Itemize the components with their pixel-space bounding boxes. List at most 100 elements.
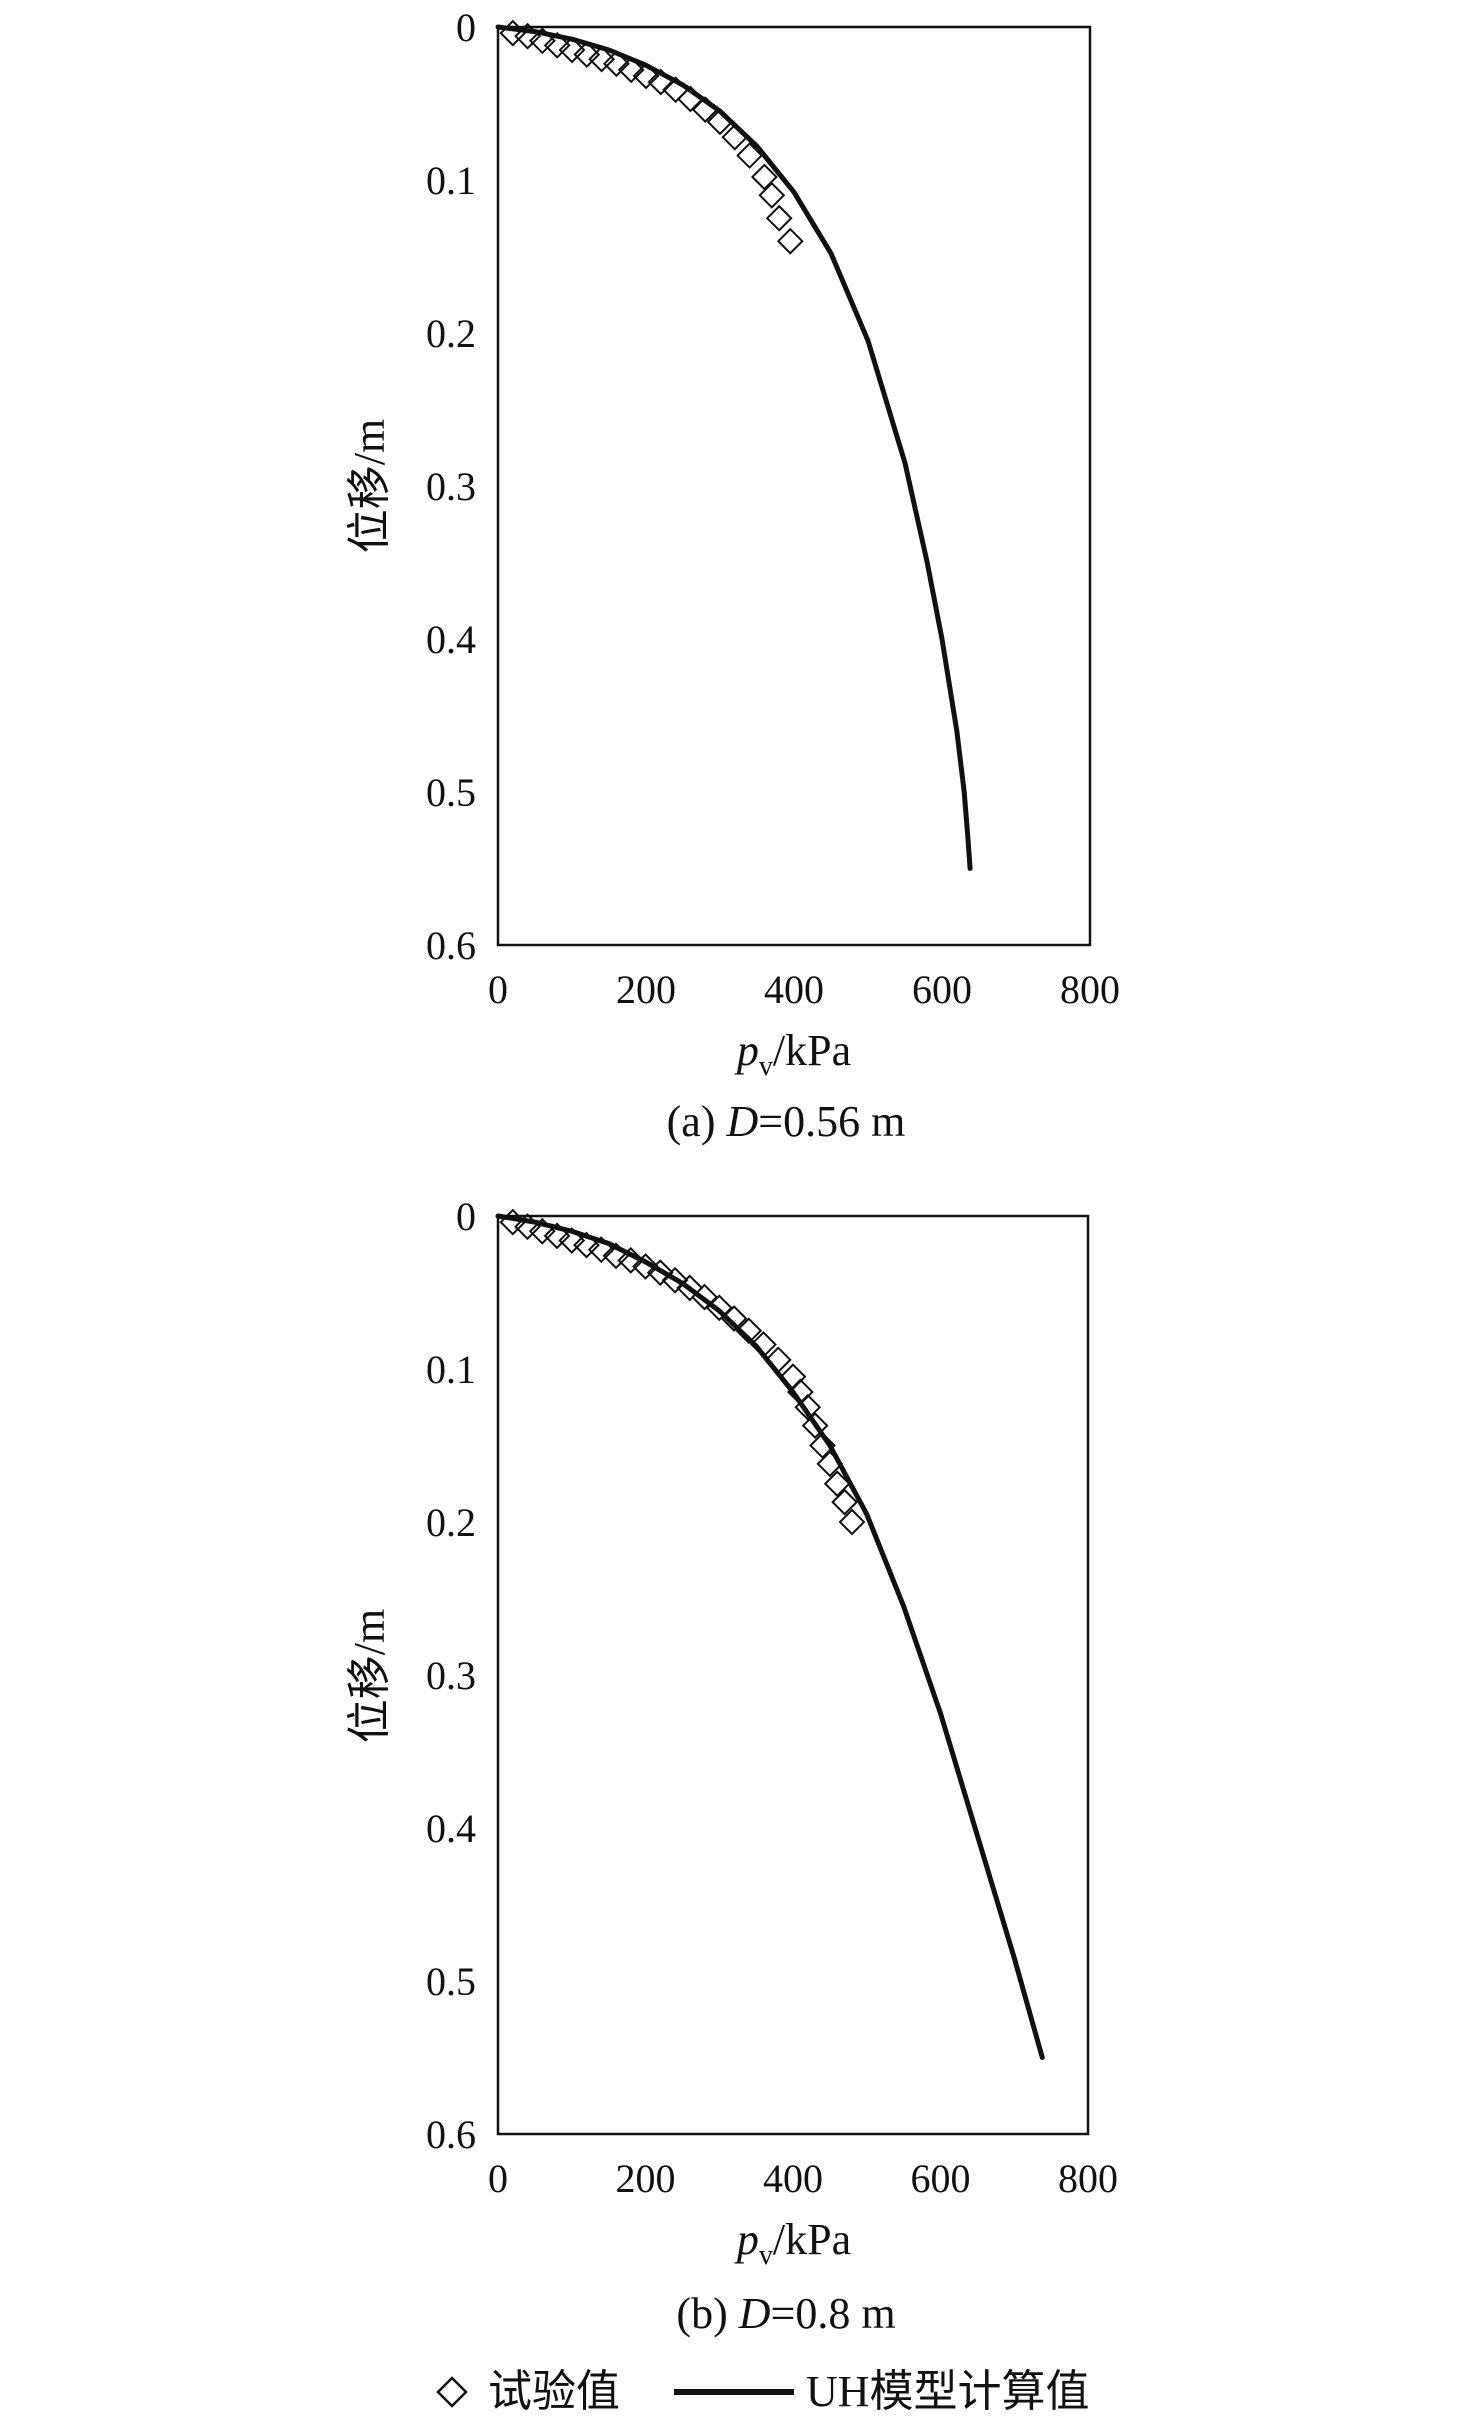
- series-layer: [495, 19, 973, 871]
- x-tick-label: 400: [764, 967, 824, 1012]
- experiment-point: [809, 1432, 836, 1459]
- experiment-point: [794, 1393, 822, 1421]
- experiment-point: [765, 204, 793, 232]
- y-axis-label: 位移/m: [345, 419, 394, 553]
- x-tick-label: 600: [912, 967, 972, 1012]
- uh-model-line: [495, 24, 973, 871]
- legend: 试验值 UH模型计算值: [436, 2367, 1090, 2416]
- experiment-point: [587, 1236, 615, 1264]
- chart-a: 0 0.1 0.2 0.3 0.4 0.5 0.6 0 200 400 600 800 位移/m p…: [345, 5, 1120, 1146]
- caption-a-rest: =0.56 m: [758, 1097, 905, 1146]
- experiment-point: [514, 1213, 541, 1241]
- experiment-point: [573, 1231, 600, 1259]
- y-tick-label: 0.1: [426, 158, 476, 203]
- experiment-point: [499, 19, 527, 47]
- experiment-point: [647, 68, 675, 96]
- experiment-point: [706, 108, 734, 136]
- y-tick-label: 0: [456, 5, 476, 50]
- experiment-point: [617, 1246, 645, 1274]
- y-tick-label: 0.2: [426, 311, 476, 356]
- experiment-point: [543, 1222, 571, 1250]
- y-tick-label: 0.5: [426, 1959, 476, 2004]
- experiment-point: [736, 142, 764, 169]
- series-layer: [495, 1208, 1045, 2060]
- y-tick-label: 0.5: [426, 770, 476, 815]
- caption-b-prefix: (b): [676, 2289, 738, 2338]
- experiment-point: [632, 62, 660, 90]
- experiment-point: [750, 163, 778, 191]
- experiment-point: [801, 1412, 829, 1440]
- caption-a: (a) D=0.56 m: [667, 1097, 906, 1146]
- y-tick-labels: 0 0.1 0.2 0.3 0.4 0.5 0.6: [426, 5, 476, 968]
- x-tick-labels: 0 200 400 600 800: [488, 967, 1120, 1012]
- x-axis-label-sub: v: [759, 1051, 773, 1082]
- experiment-point: [705, 1294, 733, 1322]
- legend-label-uh-model: UH模型计算值: [806, 2367, 1090, 2416]
- experiment-point: [721, 123, 749, 151]
- x-tick-label: 200: [616, 2156, 676, 2201]
- experiment-point: [514, 22, 542, 50]
- experiment-point: [676, 1274, 704, 1302]
- experiment-point: [602, 50, 630, 78]
- experiment-point: [838, 1508, 866, 1536]
- caption-a-var: D: [726, 1097, 759, 1146]
- experiment-point: [646, 1259, 674, 1287]
- y-tick-label: 0.4: [426, 1806, 476, 1851]
- experiment-point: [831, 1488, 859, 1516]
- x-tick-label: 400: [763, 2156, 823, 2201]
- experiment-point: [602, 1242, 630, 1270]
- y-tick-label: 0.1: [426, 1347, 476, 1392]
- plot-frame: [496, 25, 1092, 947]
- caption-b-rest: =0.8 m: [771, 2289, 896, 2338]
- experiment-point: [543, 31, 571, 59]
- y-tick-label: 0.3: [426, 464, 476, 509]
- experiment-point: [735, 1317, 763, 1345]
- x-tick-label: 800: [1058, 2156, 1118, 2201]
- legend-label-experiment: 试验值: [488, 2367, 620, 2416]
- y-tick-label: 0.4: [426, 617, 476, 662]
- caption-b: (b) D=0.8 m: [676, 2289, 895, 2338]
- experiment-point: [528, 27, 556, 55]
- y-axis-label: 位移/m: [345, 1609, 394, 1743]
- experiment-point: [617, 56, 645, 84]
- experiment-point: [720, 1305, 748, 1332]
- y-tick-labels: 0 0.1 0.2 0.3 0.4 0.5 0.6: [426, 1194, 476, 2157]
- experiment-point: [558, 1227, 586, 1254]
- experiment-point: [588, 45, 616, 73]
- experiment-point: [764, 1346, 792, 1374]
- x-tick-labels: 0 200 400 600 800: [488, 2156, 1118, 2201]
- experiment-point: [691, 96, 719, 124]
- experiment-point: [499, 1208, 527, 1236]
- x-tick-label: 600: [911, 2156, 971, 2201]
- y-tick-label: 0: [456, 1194, 476, 1239]
- chart-b: 0 0.1 0.2 0.3 0.4 0.5 0.6 0 200 400 600 800 位移/m p…: [345, 1194, 1118, 2338]
- experiment-point: [676, 85, 704, 113]
- legend-diamond-marker: [436, 2376, 468, 2408]
- plot-frame: [496, 1214, 1090, 2136]
- experiment-point: [750, 1331, 777, 1358]
- experiment-point: [816, 1450, 844, 1478]
- x-tick-label: 800: [1060, 967, 1120, 1012]
- uh-model-line: [495, 1213, 1045, 2060]
- y-tick-label: 0.6: [426, 2112, 476, 2157]
- x-tick-label: 0: [488, 967, 508, 1012]
- y-tick-label: 0.2: [426, 1500, 476, 1545]
- x-axis-label-unit: /kPa: [773, 2215, 851, 2264]
- x-tick-label: 200: [616, 967, 676, 1012]
- caption-b-var: D: [738, 2289, 771, 2338]
- experiment-point: [558, 36, 586, 64]
- x-tick-label: 0: [488, 2156, 508, 2201]
- x-axis-label-unit: /kPa: [773, 1026, 851, 1075]
- experiment-point: [758, 181, 786, 209]
- x-axis-label: pv/kPa: [734, 2215, 851, 2271]
- x-axis-label: pv/kPa: [734, 1026, 851, 1082]
- x-axis-label-var: p: [734, 2215, 759, 2264]
- caption-a-prefix: (a): [667, 1097, 727, 1146]
- experiment-point: [632, 1253, 659, 1280]
- x-axis-label-sub: v: [759, 2240, 773, 2271]
- y-tick-label: 0.6: [426, 923, 476, 968]
- experiment-point: [528, 1217, 556, 1245]
- experiment-point: [823, 1470, 851, 1498]
- experiment-point: [573, 41, 601, 68]
